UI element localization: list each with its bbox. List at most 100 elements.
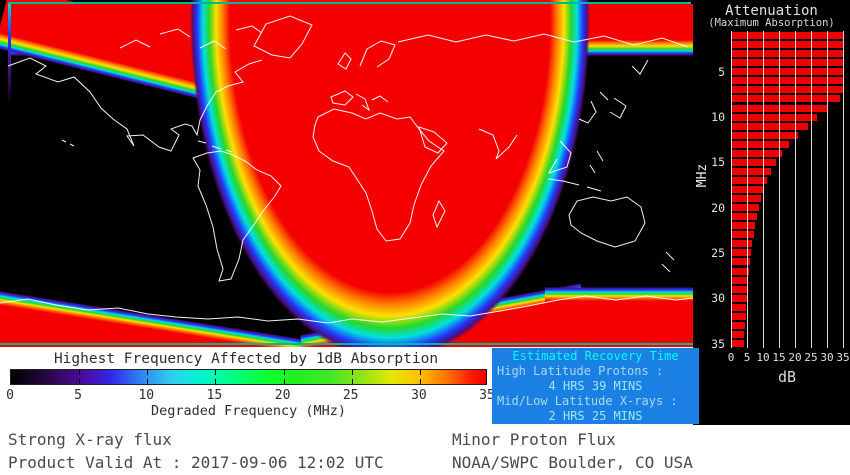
recovery-midlow-label: Mid/Low Latitude X-rays : [497,394,678,408]
legend-tick-label: 20 [274,388,291,403]
legend-tick-label: 30 [411,388,427,403]
attenuation-bar [731,122,808,130]
legend-tick-label: 15 [206,388,223,403]
attenuation-bar [731,32,843,40]
legend-tick-mark [419,370,421,375]
attenuation-bar [731,267,750,275]
legend-tick-mark [283,370,285,375]
south-polar-absorption-band-east [545,287,693,347]
coast-arabia [418,126,448,154]
legend-ticks: 0 5 10 15 20 25 30 35 [6,388,495,403]
attenuation-ytick-label: 20 [711,200,725,215]
attenuation-bar [731,276,749,284]
legend-tick-mark [419,379,421,384]
footer: Strong X-ray flux Product Valid At : 201… [0,425,850,475]
attenuation-bar [731,131,799,139]
attenuation-bar [731,195,762,203]
attenuation-xtick-label: 30 [820,351,834,364]
attenuation-bar [731,240,753,248]
coast-north-america [7,57,263,152]
attenuation-subtitle: (Maximum Absorption) [708,17,835,29]
legend-tick-mark [79,370,81,375]
coast-greenland [253,15,313,59]
attenuation-gridline [731,31,732,348]
legend-tick-mark [351,370,353,375]
legend-xlabel: Degraded Frequency (MHz) [150,403,347,419]
attenuation-bar [731,149,783,157]
legend-tick-label: 5 [74,388,83,403]
attenuation-bar [731,50,843,58]
attenuation-bar [731,330,745,338]
attenuation-ylabel: MHz [695,163,711,188]
legend-colorbar [10,369,487,385]
attenuation-gridline [811,31,812,348]
attenuation-xtick-label: 0 [727,351,735,364]
legend-title: Highest Frequency Affected by 1dB Absorp… [53,351,439,367]
legend-tick-mark [79,379,81,384]
coast-india [478,128,518,160]
attenuation-bar [731,158,776,166]
attenuation-gridline [795,31,796,348]
coast-east-asia [547,59,649,174]
legend-tick-mark [486,370,487,375]
coast-europe [330,40,396,112]
recovery-midlow-value: 2 HRS 25 MINS [548,409,643,423]
attenuation-bar [731,59,843,67]
terminator-left-edge [8,3,11,115]
coast-new-zealand [661,251,675,273]
legend-tick-mark [486,379,487,384]
coast-africa [312,108,445,242]
attenuation-bar [731,176,767,184]
attenuation-bar [731,113,818,121]
xray-status: Strong X-ray flux [8,430,172,449]
legend-tick-mark [351,379,353,384]
attenuation-xticks: 0 5 10 15 20 25 30 35 [727,351,850,365]
attenuation-xtick-label: 35 [836,351,850,364]
legend-tick-mark [147,379,149,384]
attenuation-title: Attenuation [725,3,818,19]
attenuation-bar [731,86,843,94]
legend-tick-label: 25 [342,388,359,403]
legend-tick-mark [215,379,217,384]
legend-tick-mark [147,370,149,375]
map-top-contour-line [8,2,691,4]
coast-arctic-islands [119,25,263,50]
proton-status: Minor Proton Flux [452,430,616,449]
attenuation-bar [731,303,747,311]
attenuation-bar [731,312,746,320]
attenuation-gridline [779,31,780,348]
attenuation-bar [731,41,843,49]
attenuation-gridline [747,31,748,348]
coast-antarctica [0,295,693,324]
coastlines-overlay [0,0,693,347]
recovery-title: Estimated Recovery Time [512,349,679,363]
attenuation-ytick-label: 35 [711,336,725,351]
map-bottom-contour-line [0,343,693,345]
legend-tick-label: 35 [479,388,495,403]
attenuation-bar [731,95,840,103]
attenuation-bar [731,68,843,76]
legend-tick-mark [215,370,217,375]
attenuation-xlabel: dB [777,368,797,386]
attenuation-ytick-label: 10 [711,110,725,124]
attenuation-bar [731,231,754,239]
attenuation-bar [731,140,789,148]
attenuation-ytick-label: 30 [711,291,725,306]
product-valid-at: Product Valid At : 2017-09-06 12:02 UTC [8,453,384,472]
attenuation-ytick-label: 25 [711,245,725,260]
legend-tick-label: 0 [6,388,14,403]
recovery-high-lat-value: 4 HRS 39 MINS [548,379,643,393]
recovery-high-lat-label: High Latitude Protons : [497,364,664,378]
attenuation-xtick-label: 10 [756,351,770,364]
attenuation-bar [731,249,752,257]
attenuation-ytick-label: 5 [718,64,725,79]
attenuation-gridline [763,31,764,348]
attenuation-gridline [843,31,844,348]
attenuation-plot [731,31,844,348]
coast-australia [568,196,646,248]
recovery-time-box: Estimated Recovery Time High Latitude Pr… [492,348,699,424]
legend-tick-mark [283,379,285,384]
attenuation-xtick-label: 20 [788,351,802,364]
coast-madagascar [432,199,446,229]
attenuation-bar [731,258,751,266]
